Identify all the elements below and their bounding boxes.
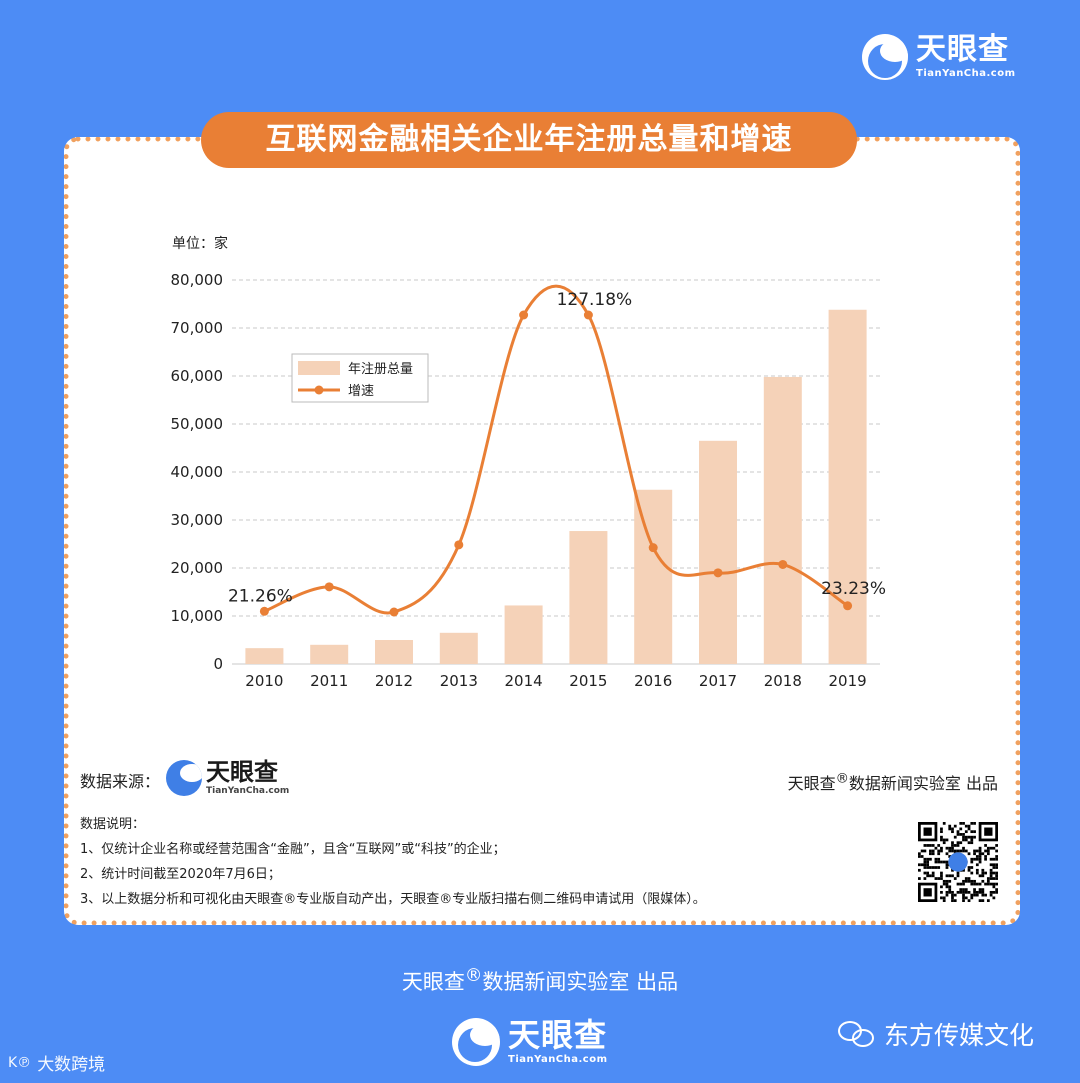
producer-reg: ® [835,771,849,787]
wechat-icon [838,1019,876,1049]
x-tick-label: 2018 [764,672,802,690]
growth-point-2019 [843,601,853,611]
notes-heading: 数据说明： [80,817,146,832]
qr-code-icon[interactable] [918,822,998,902]
data-label: 21.26% [228,586,293,606]
x-tick-label: 2017 [699,672,737,690]
growth-point-2011 [324,582,334,592]
corner-glyph: K℗ [8,1054,32,1071]
bar-2014 [504,605,543,664]
growth-point-2013 [454,540,464,550]
growth-point-2018 [778,559,788,569]
y-tick-label: 10,000 [171,607,224,625]
x-tick-label: 2012 [375,672,413,690]
producer-credit: 天眼查®数据新闻实验室 出品 [788,770,998,794]
footer-credit-reg: ® [464,966,483,986]
growth-point-2012 [389,607,399,617]
producer-suffix: 数据新闻实验室 出品 [848,774,998,793]
bar-2015 [569,531,608,664]
legend-label-bar: 年注册总量 [348,362,413,377]
legend-bar-swatch [298,361,340,375]
x-tick-label: 2019 [829,672,867,690]
y-tick-label: 70,000 [171,319,224,337]
brand-name-bottom: 天眼查 [508,1016,608,1054]
producer-prefix: 天眼查 [787,774,836,793]
unit-label: 单位：家 [172,235,228,252]
footer-credit-suffix: 数据新闻实验室 出品 [482,970,679,994]
note-item-3: 3、以上数据分析和可视化由天眼查®专业版自动产出，天眼查®专业版扫描右侧二维码申… [80,892,706,907]
growth-point-2014 [519,310,529,320]
bar-2011 [310,644,349,664]
note-item-2: 2、统计时间截至2020年7月6日； [80,867,281,882]
source-label: 数据来源： [80,772,161,791]
legend-label-line: 增速 [348,384,374,399]
wechat-account-name: 东方传媒文化 [884,1021,1035,1050]
brand-domain-bottom: TianYanCha.com [508,1054,608,1065]
x-tick-label: 2010 [245,672,283,690]
bar-2012 [375,640,413,664]
brand-domain: TianYanCha.com [916,68,1016,79]
source-eye-icon [166,760,202,796]
footer-credit: 天眼查®数据新闻实验室 出品 [0,966,1080,996]
wechat-account[interactable]: 东方传媒文化 [838,1016,1034,1052]
legend-line-marker [314,385,324,395]
source-brand-name: 天眼查 [206,758,278,786]
x-tick-label: 2011 [310,672,348,690]
source-brand-domain: TianYanCha.com [206,786,290,796]
x-tick-label: 2016 [634,672,672,690]
growth-line [263,284,849,615]
bar-2017 [699,440,737,664]
growth-point-2017 [713,568,723,578]
brand-logo-top: 天眼查 TianYanCha.com [862,34,1016,80]
data-label: 127.18% [557,290,633,310]
bar-2016 [634,489,673,664]
y-tick-label: 80,000 [171,271,224,289]
growth-point-2015 [583,310,593,320]
data-notes: 数据说明： 1、仅统计企业名称或经营范围含“金融”，且含“互联网”或“科技”的企… [80,812,706,912]
data-label: 23.23% [821,579,886,599]
y-tick-label: 0 [213,655,223,673]
y-tick-label: 60,000 [171,367,224,385]
bar-2010 [245,648,284,664]
corner-watermark: K℗ 大数跨境 [8,1050,106,1076]
growth-point-2016 [648,543,658,553]
y-tick-label: 40,000 [171,463,224,481]
chart-title: 互联网金融相关企业年注册总量和增速 [201,112,857,168]
x-tick-label: 2015 [569,672,607,690]
y-tick-label: 20,000 [171,559,224,577]
brand-eye-icon [862,34,908,80]
bar-2013 [439,632,478,664]
brand-eye-icon [452,1018,500,1066]
footer-credit-prefix: 天眼查 [401,970,465,994]
brand-logo-bottom: 天眼查 TianYanCha.com [452,1018,608,1066]
y-tick-label: 50,000 [171,415,224,433]
y-tick-label: 30,000 [171,511,224,529]
bar-2019 [828,309,867,664]
bar-2018 [763,376,802,664]
source-logo: 天眼查 TianYanCha.com [166,760,289,796]
brand-name: 天眼查 [916,32,1009,67]
corner-text: 大数跨境 [37,1055,106,1075]
growth-point-2010 [259,606,269,616]
x-tick-label: 2013 [440,672,478,690]
x-tick-label: 2014 [505,672,543,690]
note-item-1: 1、仅统计企业名称或经营范围含“金融”，且含“互联网”或“科技”的企业； [80,842,506,857]
